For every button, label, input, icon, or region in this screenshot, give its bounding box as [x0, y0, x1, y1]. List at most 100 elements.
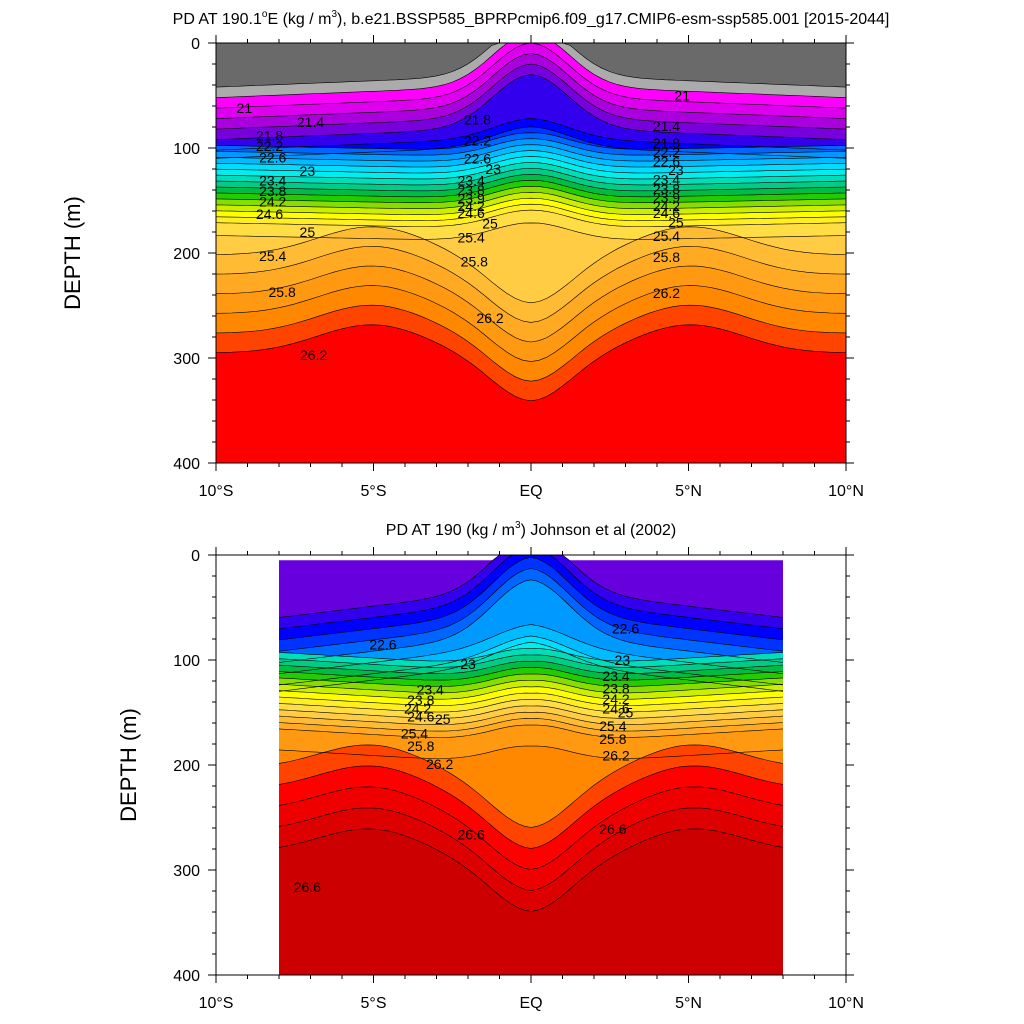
contour-label: 24.2 [259, 194, 286, 210]
contour-band [279, 555, 783, 618]
contour-band [216, 132, 846, 156]
contour-line [278, 556, 784, 641]
contour-band [279, 693, 783, 712]
x-tick-label: 5°S [361, 483, 387, 500]
contour-line [216, 53, 846, 119]
contour-label: 25 [300, 224, 316, 240]
contour-label: 25.8 [407, 738, 434, 754]
contour-label: 23.8 [259, 183, 286, 199]
contour-label: 23.8 [653, 181, 680, 197]
contour-label: 23.8 [407, 692, 434, 708]
contour-line [216, 226, 846, 304]
contour-line [278, 648, 784, 662]
contour-band [279, 744, 783, 828]
x-tick-label: 10°N [828, 483, 864, 500]
y-tick-label: 100 [173, 653, 200, 670]
contour-label: 26.6 [458, 826, 485, 842]
contour-label: 23.4 [417, 681, 444, 697]
contour-line [278, 555, 784, 629]
contour-line [278, 641, 784, 692]
contour-label: 25.4 [653, 228, 680, 244]
contour-line [278, 692, 784, 706]
y-tick-label: 300 [173, 863, 200, 880]
x-tick-label: 10°S [199, 995, 234, 1012]
contour-label: 23.4 [602, 668, 629, 684]
contour-label: 22.6 [612, 621, 639, 637]
contour-band [279, 718, 783, 738]
contour-band [279, 807, 783, 912]
x-tick-label: EQ [519, 483, 542, 500]
contour-lines [278, 555, 784, 912]
x-tick-label: 10°S [199, 483, 234, 500]
contour-label: 22.2 [464, 133, 491, 149]
contour-band [216, 43, 846, 119]
contour-line [216, 246, 846, 323]
contour-line [278, 667, 784, 681]
contour-band [216, 138, 846, 162]
contour-label: 21.4 [297, 114, 324, 130]
contour-line [278, 680, 784, 694]
contour-band [279, 667, 783, 687]
contour-line [216, 43, 846, 98]
y-tick-label: 200 [173, 246, 200, 263]
contour-label: 26.6 [599, 821, 626, 837]
contour-label: 24.6 [256, 206, 283, 222]
contour-line [216, 126, 846, 159]
contour-label: 25 [668, 215, 684, 231]
contour-line [278, 786, 784, 870]
contour-label: 24.2 [653, 198, 680, 214]
contour-label: 25.8 [599, 731, 626, 747]
contour-label: 26.2 [476, 310, 503, 326]
contour-label: 22.6 [464, 151, 491, 167]
contour-line [216, 162, 846, 180]
contour-label: 24.6 [458, 205, 485, 221]
panel-bottom: PD AT 190 (kg / m3) Johnson et al (2002)… [116, 520, 864, 1012]
contour-band [216, 324, 846, 463]
contour-band [216, 246, 846, 342]
contour-label: 24.6 [602, 700, 629, 716]
contour-band [279, 712, 783, 732]
contour-line [278, 711, 784, 725]
contour-band [216, 43, 846, 88]
contour-band [216, 180, 846, 203]
x-tick-label: 5°N [675, 483, 702, 500]
contour-label: 23.8 [458, 182, 485, 198]
contour-lines [216, 43, 846, 402]
contour-band [279, 568, 783, 663]
contour-line [278, 765, 784, 849]
contour-band [216, 43, 846, 98]
contour-band [216, 156, 846, 179]
chart-title: PD AT 190.1oE (kg / m3), b.e21.BSSP585_B… [173, 9, 890, 28]
contour-band [279, 579, 783, 674]
contour-line [278, 673, 784, 687]
contour-line [278, 568, 784, 652]
contour-line [216, 63, 846, 130]
contour-band [216, 226, 846, 323]
y-tick-label: 0 [191, 548, 200, 565]
contour-label: 25.4 [401, 726, 428, 742]
contour-line [216, 180, 846, 198]
contour-line [278, 699, 784, 713]
contour-band [279, 557, 783, 652]
y-tick-label: 300 [173, 351, 200, 368]
contour-label: 23 [300, 163, 316, 179]
contour-line [216, 74, 846, 140]
contour-band [216, 43, 846, 109]
contour-line [216, 174, 846, 192]
y-tick-label: 400 [173, 456, 200, 473]
contour-band [279, 674, 783, 693]
contour-label: 23 [485, 161, 501, 177]
contour-line [216, 304, 846, 382]
contour-band [279, 648, 783, 668]
contour-band [279, 765, 783, 870]
contour-line [278, 744, 784, 828]
contour-label: 25.8 [653, 249, 680, 265]
contour-line [216, 285, 846, 362]
axes: 10°S 5°S EQ 5°N 10°N 0 100 200 300 400 [173, 35, 864, 500]
contour-band [216, 64, 846, 140]
contour-label: 26.2 [426, 756, 453, 772]
contour-line [278, 635, 784, 686]
contour-band [216, 162, 846, 185]
y-tick-label: 0 [191, 36, 200, 53]
